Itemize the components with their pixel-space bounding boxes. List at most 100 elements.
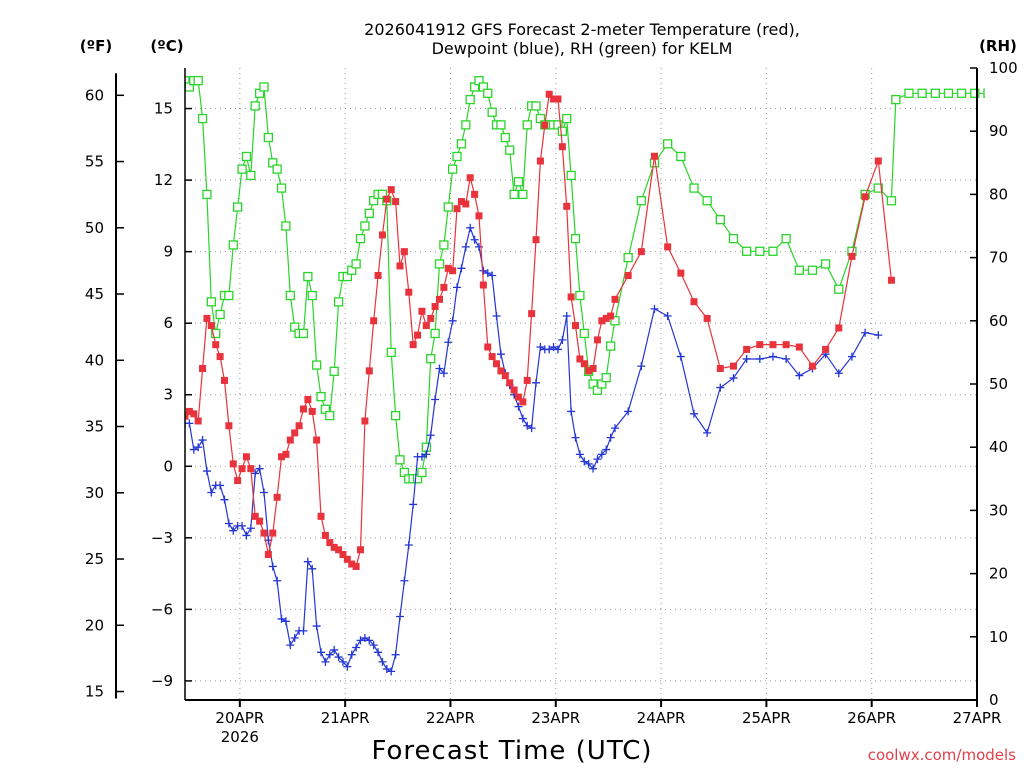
dewpoint-point <box>273 576 282 585</box>
temperature-point <box>212 341 220 349</box>
temperature-point <box>207 322 215 330</box>
dewpoint-point <box>435 364 444 373</box>
dewpoint-point <box>202 467 211 476</box>
temperature-point <box>321 531 329 539</box>
temperature-point <box>567 293 575 301</box>
dewpoint-point <box>286 641 295 650</box>
temperature-point <box>361 417 369 425</box>
dewpoint-point <box>703 428 712 437</box>
temperature-point <box>203 314 211 322</box>
rh-point <box>904 88 914 98</box>
temperature-point <box>808 362 816 370</box>
rh-point <box>676 151 686 162</box>
dewpoint-point <box>593 455 602 464</box>
dewpoint-point <box>360 633 369 642</box>
dewpoint-point <box>391 650 400 659</box>
dewpoint-point <box>650 304 659 313</box>
rh-point <box>956 88 967 98</box>
rh-point <box>522 120 532 130</box>
rh-point <box>930 88 940 98</box>
rh-point <box>557 126 568 136</box>
temperature-point <box>278 453 286 461</box>
grid-lines <box>185 68 977 700</box>
temperature-point <box>185 407 193 415</box>
temperature-point <box>664 243 672 251</box>
temperature-point <box>554 95 562 103</box>
temperature-point <box>593 336 601 344</box>
dewpoint-point <box>321 657 330 666</box>
temperature-point <box>488 353 496 361</box>
temperature-point <box>251 512 259 520</box>
rh-point <box>360 221 370 231</box>
dewpoint-point <box>255 464 264 473</box>
temperature-point <box>822 345 830 353</box>
fahrenheit-tick-label: 60 <box>85 86 104 104</box>
temperature-point <box>427 314 435 322</box>
temperature-point <box>471 190 479 198</box>
temperature-point <box>887 276 895 284</box>
rh-point <box>448 164 458 174</box>
dewpoint-point <box>611 424 620 433</box>
dewpoint-point <box>426 431 435 440</box>
temperature-point <box>295 422 303 430</box>
dewpoint-point <box>457 264 466 273</box>
temperature-point <box>370 317 378 325</box>
series-open-square-group <box>185 75 1018 484</box>
rh-point <box>211 328 221 339</box>
rh-point <box>303 271 313 282</box>
x-tick-label: 25APR <box>742 709 791 727</box>
fahrenheit-tick-label: 55 <box>85 153 104 171</box>
temperature-point <box>580 360 588 368</box>
rh-tick-label: 80 <box>989 185 1008 203</box>
rh-point <box>434 259 445 269</box>
rh-point <box>605 341 616 351</box>
dewpoint-point <box>488 271 497 280</box>
dewpoint-point <box>558 335 567 344</box>
rh-point <box>197 113 208 124</box>
x-tick-label: 26APR <box>847 709 896 727</box>
chart-title-line-2: Dewpoint (blue), RH (green) for KELM <box>432 39 733 58</box>
rh-point <box>500 132 510 143</box>
temperature-point <box>396 262 404 270</box>
temperature-point <box>703 314 711 322</box>
rh-point <box>715 215 725 225</box>
dewpoint-point <box>303 557 312 566</box>
rh-point <box>610 316 620 326</box>
temperature-point <box>348 560 356 568</box>
temperature-point <box>234 477 242 485</box>
rh-point <box>298 328 309 339</box>
dewpoint-point <box>461 242 470 251</box>
dewpoint-point <box>637 362 646 371</box>
temperature-point <box>273 493 281 501</box>
temperature-point <box>374 271 382 279</box>
dewpoint-point <box>553 345 562 354</box>
temperature-point <box>756 341 764 349</box>
rh-point <box>1010 247 1018 255</box>
celsius-tick-label: −6 <box>151 600 173 618</box>
dewpoint-point <box>224 519 233 528</box>
dewpoint-point <box>483 269 492 278</box>
temperature-point <box>536 157 544 165</box>
rh-point <box>496 120 506 130</box>
fahrenheit-tick-label: 45 <box>85 285 104 303</box>
dewpoint-point <box>374 648 383 657</box>
rh-point <box>206 297 216 307</box>
dewpoint-point <box>479 266 488 275</box>
dewpoint-point <box>189 445 198 454</box>
dewpoint-point <box>580 457 589 466</box>
celsius-tick-label: 15 <box>154 100 173 118</box>
rh-point <box>386 347 396 358</box>
rh-point <box>891 94 901 105</box>
temperature-point <box>563 202 571 210</box>
rh-point <box>439 240 449 250</box>
temperature-point <box>532 236 540 244</box>
dewpoint-point <box>549 343 558 352</box>
dewpoint-point <box>716 383 725 392</box>
rh-point <box>601 373 611 383</box>
temperature-point <box>545 90 553 98</box>
fahrenheit-axis-unit: (ºF) <box>80 37 112 55</box>
temperature-point <box>431 302 439 310</box>
temperature-point <box>598 317 606 325</box>
temperature-point <box>607 312 615 320</box>
